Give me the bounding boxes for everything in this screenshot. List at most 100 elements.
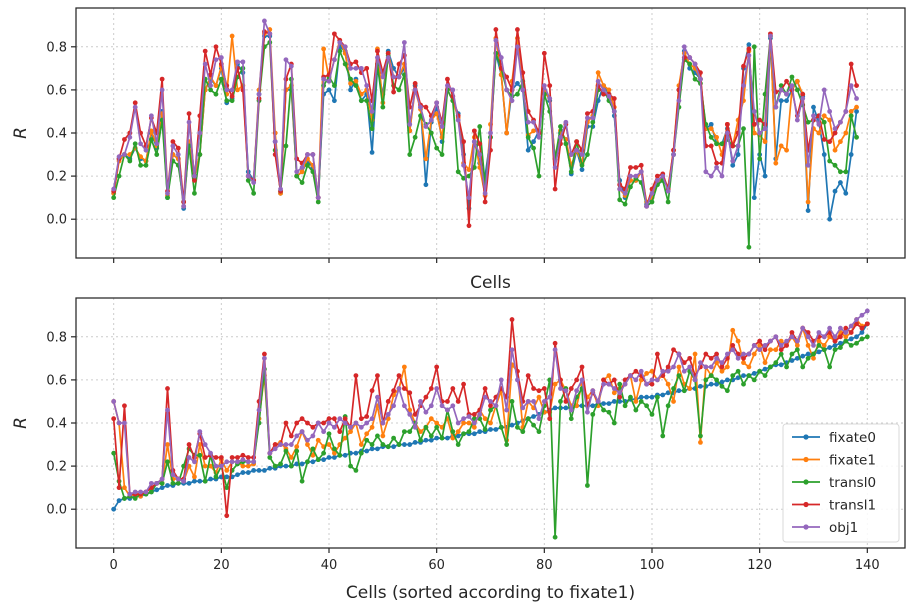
- data-point-transl0: [272, 463, 278, 469]
- data-point-transl0: [202, 478, 208, 484]
- data-point-transl1: [708, 143, 714, 149]
- data-point-obj1: [445, 407, 450, 413]
- data-point-transl1: [331, 31, 337, 37]
- data-point-obj1: [197, 130, 203, 136]
- data-point-fixate1: [401, 364, 407, 370]
- data-point-obj1: [676, 98, 682, 104]
- data-point-transl1: [326, 416, 332, 422]
- data-point-obj1: [202, 61, 208, 67]
- data-point-transl0: [724, 388, 730, 394]
- data-point-fixate0: [391, 444, 396, 450]
- data-point-obj1: [638, 169, 644, 175]
- data-point-transl1: [455, 399, 461, 404]
- data-point-transl0: [671, 386, 676, 391]
- data-point-transl0: [407, 152, 413, 157]
- data-point-fixate0: [299, 461, 305, 467]
- data-point-fixate0: [617, 399, 623, 404]
- data-point-fixate1: [751, 130, 757, 136]
- data-point-fixate0: [197, 478, 203, 484]
- data-point-fixate0: [676, 388, 682, 394]
- data-point-obj1: [170, 472, 176, 478]
- data-point-obj1: [192, 173, 197, 179]
- data-point-obj1: [455, 117, 461, 123]
- data-point-obj1: [224, 87, 230, 93]
- data-point-transl0: [213, 474, 219, 480]
- data-point-transl0: [552, 534, 558, 540]
- data-point-obj1: [148, 480, 154, 486]
- data-point-transl0: [159, 480, 165, 486]
- data-point-fixate0: [326, 87, 332, 93]
- data-point-fixate1: [821, 113, 827, 119]
- data-point-obj1: [251, 459, 257, 465]
- data-point-transl0: [628, 184, 633, 190]
- data-point-fixate1: [762, 139, 768, 145]
- x-tick-label: 80: [536, 558, 553, 573]
- data-point-obj1: [159, 476, 165, 482]
- data-point-transl0: [719, 141, 725, 147]
- data-point-transl1: [638, 162, 644, 168]
- data-point-transl1: [132, 100, 138, 106]
- data-point-obj1: [294, 433, 300, 439]
- data-point-fixate1: [827, 117, 833, 123]
- data-point-transl1: [611, 96, 617, 101]
- data-point-transl0: [789, 351, 795, 357]
- data-point-transl0: [757, 368, 763, 374]
- y-tick-label: 0.2: [46, 170, 67, 185]
- x-tick-label: 20: [213, 558, 230, 573]
- data-point-obj1: [531, 119, 536, 125]
- data-point-obj1: [116, 154, 122, 160]
- data-point-obj1: [192, 459, 197, 465]
- data-point-transl1: [854, 321, 859, 327]
- data-point-fixate0: [698, 383, 703, 389]
- data-point-obj1: [784, 338, 789, 344]
- data-point-transl0: [730, 373, 736, 378]
- data-point-fixate0: [428, 437, 434, 443]
- data-point-obj1: [439, 403, 445, 409]
- data-point-fixate1: [471, 424, 477, 430]
- data-point-transl0: [326, 431, 332, 437]
- legend-marker-fixate1: [803, 456, 809, 463]
- data-point-transl0: [848, 113, 854, 119]
- data-point-obj1: [369, 416, 375, 422]
- data-point-transl0: [428, 130, 434, 136]
- data-point-obj1: [692, 377, 698, 383]
- data-point-transl1: [714, 160, 719, 166]
- data-point-transl0: [590, 411, 596, 417]
- data-point-fixate0: [735, 375, 741, 381]
- data-point-obj1: [654, 377, 660, 383]
- data-point-transl0: [455, 169, 461, 175]
- data-point-fixate1: [832, 147, 838, 153]
- data-point-obj1: [617, 390, 623, 396]
- data-point-transl0: [396, 442, 402, 447]
- data-point-fixate1: [773, 347, 779, 353]
- data-point-transl1: [832, 130, 838, 136]
- data-point-fixate1: [730, 327, 736, 333]
- data-point-obj1: [294, 169, 300, 175]
- data-point-transl0: [224, 98, 230, 104]
- data-point-transl0: [585, 483, 590, 488]
- data-point-transl1: [574, 377, 580, 383]
- data-point-obj1: [326, 420, 332, 426]
- data-point-transl0: [122, 496, 127, 501]
- data-point-transl0: [218, 76, 224, 82]
- data-point-obj1: [434, 100, 440, 106]
- data-point-fixate1: [380, 433, 386, 439]
- data-point-fixate1: [821, 343, 827, 348]
- data-point-fixate1: [595, 70, 601, 76]
- data-point-fixate1: [671, 399, 676, 404]
- data-point-transl1: [385, 399, 391, 404]
- data-point-obj1: [450, 403, 456, 409]
- x-tick-label: 140: [855, 558, 880, 573]
- data-point-transl0: [224, 485, 230, 491]
- data-point-transl1: [751, 121, 757, 127]
- data-point-transl0: [665, 403, 671, 409]
- data-point-obj1: [423, 409, 429, 415]
- data-point-transl0: [331, 83, 337, 88]
- data-point-fixate1: [719, 368, 725, 374]
- data-point-obj1: [132, 104, 138, 110]
- data-point-obj1: [482, 394, 488, 400]
- legend-marker-fixate0: [803, 434, 809, 440]
- data-point-transl1: [445, 399, 450, 404]
- data-point-fixate1: [229, 33, 235, 39]
- data-point-transl0: [751, 377, 757, 383]
